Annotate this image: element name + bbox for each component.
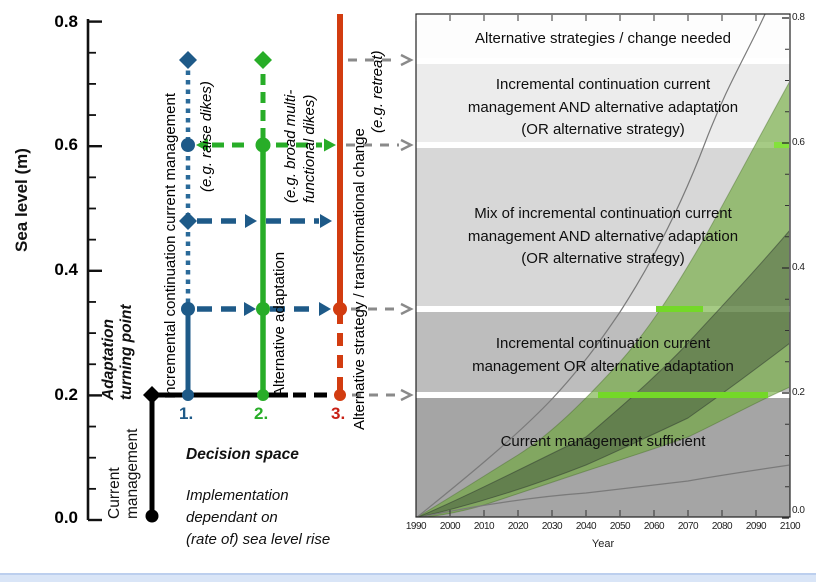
turning-point-line1: Adaptation (100, 319, 117, 400)
pathway-3-example: (e.g. retreat) (369, 50, 386, 133)
x-tick-label: 2000 (439, 521, 461, 532)
band-line: management OR alternative adaptation (472, 357, 734, 375)
pathway-2-green (196, 51, 336, 401)
right-y-tick-label: 0.8 (792, 12, 805, 23)
pathway-1-number: 1. (179, 404, 194, 423)
right-y-tick-label: 0.6 (792, 137, 805, 148)
pathway-2-example: (e.g. broad multi- functional dikes) (281, 90, 319, 203)
band-line: Alternative strategies / change needed (474, 30, 731, 47)
x-tick-label: 1990 (405, 521, 427, 532)
pathway-3-red (333, 14, 347, 401)
decision-space-line2: dependant on (186, 509, 278, 526)
current-management-label: Current management (106, 429, 142, 519)
x-tick-label: 2090 (745, 521, 767, 532)
decision-space-title: Decision space (186, 446, 299, 463)
start-dot (145, 509, 159, 523)
band-label-incremental-and: Incremental continuation current managem… (420, 74, 786, 142)
window-bottom-bar (0, 573, 816, 582)
band-line: Incremental continuation current (495, 335, 711, 352)
pathway-2-label: Alternative adaptation (271, 251, 288, 397)
band-label-incremental-or: Incremental continuation current managem… (420, 333, 786, 378)
turning-point-line2: turning point (118, 304, 135, 400)
arrowhead-chevron (400, 53, 414, 67)
decision-space-line1: Implementation (186, 487, 289, 504)
turning-point-diamond (143, 386, 161, 404)
sea-level-projection-fan (417, 14, 789, 517)
current-line2: management (124, 428, 141, 519)
band-label-alternative-needed: Alternative strategies / change needed (420, 28, 786, 51)
right-y-tick-label: 0.2 (792, 387, 805, 398)
x-tick-label: 2080 (711, 521, 733, 532)
pathway-1-example: (e.g. raise dikes) (198, 81, 215, 192)
band-label-current-sufficient: Current management sufficient (420, 431, 786, 454)
arrowhead-chevron (400, 388, 414, 402)
y-tick-label: 0.8 (54, 12, 78, 31)
y-tick-label: 0.0 (54, 508, 78, 527)
band-line: Current management sufficient (500, 433, 706, 450)
pathway-2-example-line1: (e.g. broad multi- (282, 89, 299, 203)
decision-space-line3: (rate of) sea level rise (186, 531, 331, 548)
pathway-1-label: Incremental continuation current managem… (162, 92, 179, 399)
x-tick-label: 2100 (779, 521, 801, 532)
arrowhead-chevron (400, 138, 414, 152)
band-line: management AND alternative adaptation (467, 227, 739, 245)
pathway-2-example-line2: functional dikes) (301, 94, 318, 203)
pathway-3-label: Alternative strategy / transformational … (351, 128, 368, 430)
x-tick-label: 2010 (473, 521, 495, 532)
x-axis-title: Year (591, 538, 615, 550)
pathway-1-blue (179, 51, 332, 401)
central-scenario-band (418, 230, 789, 517)
gray-link-arrows (346, 53, 414, 402)
limit-diamond (179, 51, 197, 69)
right-y-tick-label: 0.4 (792, 262, 805, 273)
x-tick-label: 2070 (677, 521, 699, 532)
band-line: Mix of incremental continuation current (474, 205, 732, 222)
x-tick-label: 2030 (541, 521, 563, 532)
envelope-upper-curve (417, 14, 766, 517)
axis-ticks (88, 15, 791, 522)
y-tick-label: 0.2 (54, 385, 78, 404)
band-line: (OR alternative strategy) (521, 121, 685, 138)
limit-diamond (254, 51, 272, 69)
band-line: Incremental continuation current (495, 76, 711, 93)
adaptation-turning-point-label: Adaptation turning point (100, 304, 136, 400)
envelope-lower-curve (420, 464, 789, 517)
y-axis-title: Sea level (m) (12, 148, 31, 252)
x-tick-label: 2020 (507, 521, 529, 532)
threshold-strip-0_2 (598, 392, 768, 398)
arrowhead-chevron (400, 302, 414, 316)
threshold-strip-0_595 (774, 142, 789, 148)
x-tick-label: 2060 (643, 521, 665, 532)
right-y-tick-label: 0.0 (792, 505, 805, 516)
y-tick-label: 0.4 (54, 260, 78, 279)
y-tick-label: 0.6 (54, 135, 78, 154)
band-line: (OR alternative strategy) (521, 250, 685, 267)
pathway-2-number: 2. (254, 404, 269, 423)
threshold-strip-0_335 (656, 306, 703, 312)
scenario-panel-border (415, 13, 791, 518)
current-line1: Current (106, 467, 123, 519)
band-line: management AND alternative adaptation (467, 98, 739, 116)
pathway-3-number: 3. (331, 404, 346, 423)
limit-diamond (179, 212, 197, 230)
green-scenario-band (417, 81, 789, 517)
x-tick-label: 2040 (575, 521, 597, 532)
x-tick-label: 2050 (609, 521, 631, 532)
band-label-mix: Mix of incremental continuation current … (420, 203, 786, 271)
